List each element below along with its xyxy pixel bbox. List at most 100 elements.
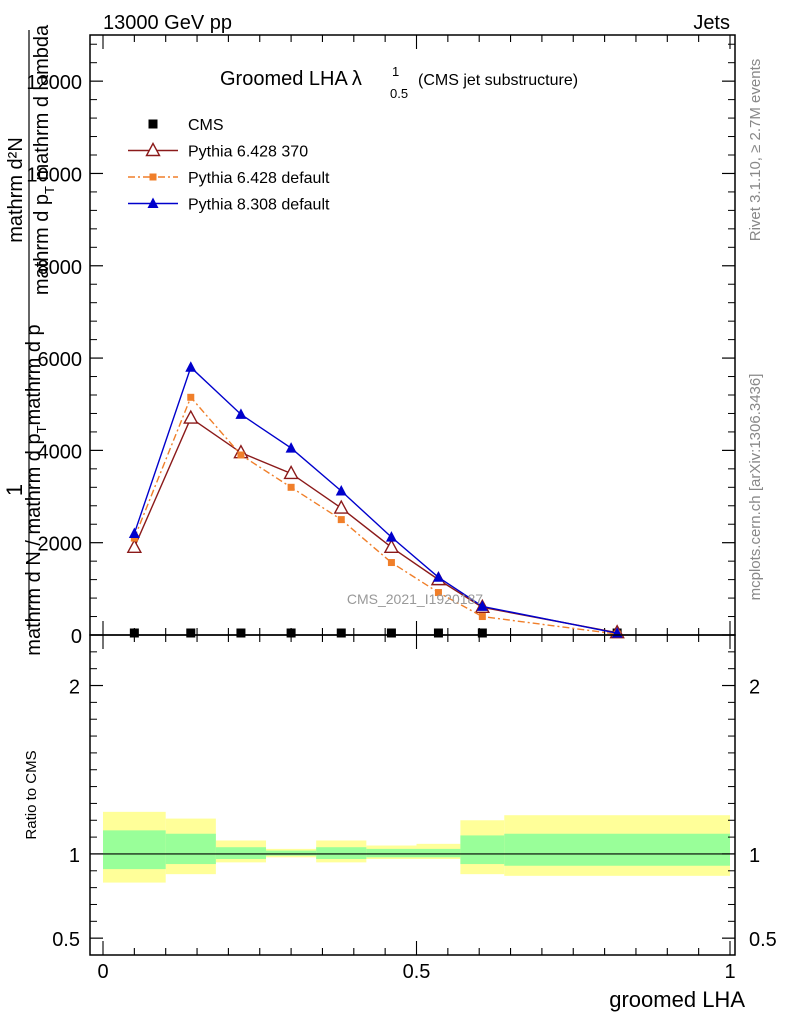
y-label-denominator: mathrm d pT mathrm d lambda	[31, 24, 57, 295]
pythia8-default-point	[285, 442, 297, 453]
y-label-main-tail: mathrm d p	[23, 324, 45, 425]
main-series-group	[126, 361, 625, 639]
pythia8-default-point	[432, 571, 444, 582]
main-panel: 0 2000 4000 6000 8000 10000 12000 Groomed LHA λ…	[26, 34, 736, 648]
chart-title-text: Groomed LHA	[220, 68, 348, 90]
x-tick-label: 1	[724, 961, 735, 983]
legend-entry-pythia8-default: Pythia 8.308 default	[128, 197, 330, 214]
ratio-y-tick-label-right: 0.5	[749, 929, 777, 951]
ratio-bands	[103, 811, 730, 883]
cms-point	[386, 628, 396, 638]
channel-label: Jets	[693, 12, 730, 34]
ratio-inner-band	[266, 850, 317, 856]
cms-point	[129, 628, 139, 638]
ratio-inner-band	[215, 847, 267, 859]
pythia6-default-point	[130, 534, 138, 542]
x-tick-label: 0	[97, 961, 108, 983]
pythia8-default-point	[476, 600, 488, 611]
legend: CMS Pythia 6.428 370 Pythia 6.428 default P…	[128, 117, 330, 214]
chart-title-sup: 1	[392, 64, 399, 79]
ratio-inner-band	[366, 848, 417, 858]
pythia6-default-point	[387, 559, 395, 567]
chart-title: Groomed LHA λ	[220, 68, 362, 90]
pythia6-default-point	[337, 516, 345, 524]
chart-title-sub: 0.5	[390, 86, 408, 101]
ratio-y-tick-label: 0.5	[52, 929, 80, 951]
ratio-inner-band	[165, 833, 216, 865]
main-y-label: 1 mathrm d²N mathrm d pT mathrm d lambda…	[2, 24, 57, 656]
main-y-tick-label: 12000	[26, 72, 82, 94]
ratio-y-label: Ratio to CMS	[23, 750, 40, 839]
legend-entry-cms: CMS	[148, 117, 224, 134]
legend-label: Pythia 8.308 default	[188, 197, 330, 214]
pythia8-default-point	[235, 408, 247, 419]
main-panel-frame	[89, 34, 736, 636]
main-x-axis	[102, 35, 731, 635]
ratio-y-axis: 0.5 0.5 1 1 2 2	[52, 651, 777, 951]
y-label-one: 1	[2, 484, 27, 496]
main-y-tick-label: 0	[71, 626, 82, 648]
pythia6-default-point	[237, 451, 245, 459]
cms-point	[236, 628, 246, 638]
y-label-main: mathrm d N / mathrm d pTmathrm d p	[23, 324, 49, 655]
ratio-inner-band	[103, 830, 166, 870]
ratio-inner-band	[316, 847, 367, 859]
energy-label: 13000 GeV pp	[103, 12, 232, 34]
legend-cms-point	[148, 119, 158, 129]
pythia6-default-point	[478, 613, 486, 621]
pythia6-default-point	[287, 483, 295, 491]
legend-pythia6-370-point	[145, 142, 161, 157]
main-y-tick-label: 8000	[38, 257, 83, 279]
pythia6-default-point	[187, 393, 195, 401]
y-label-main-sub: T	[34, 425, 49, 433]
ratio-panel: 0.5 0.51 12 2 0 0.5 1 Ratio to CMS groomed LH…	[23, 634, 777, 1012]
x-tick-label: 0.5	[403, 961, 431, 983]
pythia8-default-point	[128, 527, 140, 538]
pythia6-370-point	[126, 538, 143, 554]
main-y-tick-label: 10000	[26, 164, 82, 186]
chart-title-lambda: λ	[352, 68, 362, 90]
rivet-label: Rivet 3.1.10, ≥ 2.7M events	[747, 59, 764, 242]
legend-label: Pythia 6.428 370	[188, 144, 308, 161]
pythia6-default-point	[434, 589, 442, 597]
cms-point	[433, 628, 443, 638]
analysis-watermark: CMS_2021_I1920187	[347, 591, 483, 607]
main-y-axis: 0 2000 4000 6000 8000 10000 12000	[26, 43, 735, 648]
ratio-x-axis: 0 0.5 1	[97, 635, 736, 983]
legend-pythia6-default-point	[149, 173, 157, 181]
pythia8-default-point	[185, 361, 197, 372]
pythia8-default-point	[385, 531, 397, 542]
y-label-numerator: mathrm d²N	[5, 137, 27, 243]
y-label-denominator-text: mathrm d p	[31, 194, 53, 295]
ratio-panel-frame	[89, 634, 736, 956]
y-label-numerator-text: mathrm d²N	[5, 137, 27, 243]
y-label-denominator-sub: T	[42, 186, 57, 194]
pythia6-370-point	[283, 464, 299, 480]
pythia6-370-point	[183, 409, 199, 424]
cms-point	[336, 628, 346, 638]
legend-label: Pythia 6.428 default	[188, 170, 330, 187]
ratio-inner-band	[460, 835, 505, 865]
ratio-y-tick-label: 1	[69, 845, 80, 867]
series-cms	[129, 628, 622, 638]
mcplots-label: mcplots.cern.ch [arXiv:1306.3436]	[747, 374, 764, 601]
main-y-tick-label: 4000	[38, 441, 83, 463]
ratio-y-tick-label: 2	[69, 677, 80, 699]
legend-entry-pythia6-default: Pythia 6.428 default	[128, 170, 330, 187]
pythia6-370-point	[383, 538, 400, 554]
cms-point	[477, 628, 487, 638]
cms-point	[286, 628, 296, 638]
pythia6-370-point	[333, 499, 349, 514]
chart-subtitle: (CMS jet substructure)	[418, 72, 578, 89]
cms-point	[186, 628, 196, 638]
main-y-tick-label: 6000	[38, 349, 83, 371]
legend-entry-pythia6-370: Pythia 6.428 370	[128, 142, 308, 161]
pythia8-default-point	[335, 485, 347, 496]
ratio-y-tick-label-right: 2	[749, 677, 760, 699]
ratio-y-tick-label-right: 1	[749, 845, 760, 867]
legend-label: CMS	[188, 117, 224, 134]
main-y-tick-label: 2000	[38, 534, 83, 556]
ratio-inner-band	[416, 848, 461, 858]
legend-pythia8-default-point	[147, 197, 159, 208]
